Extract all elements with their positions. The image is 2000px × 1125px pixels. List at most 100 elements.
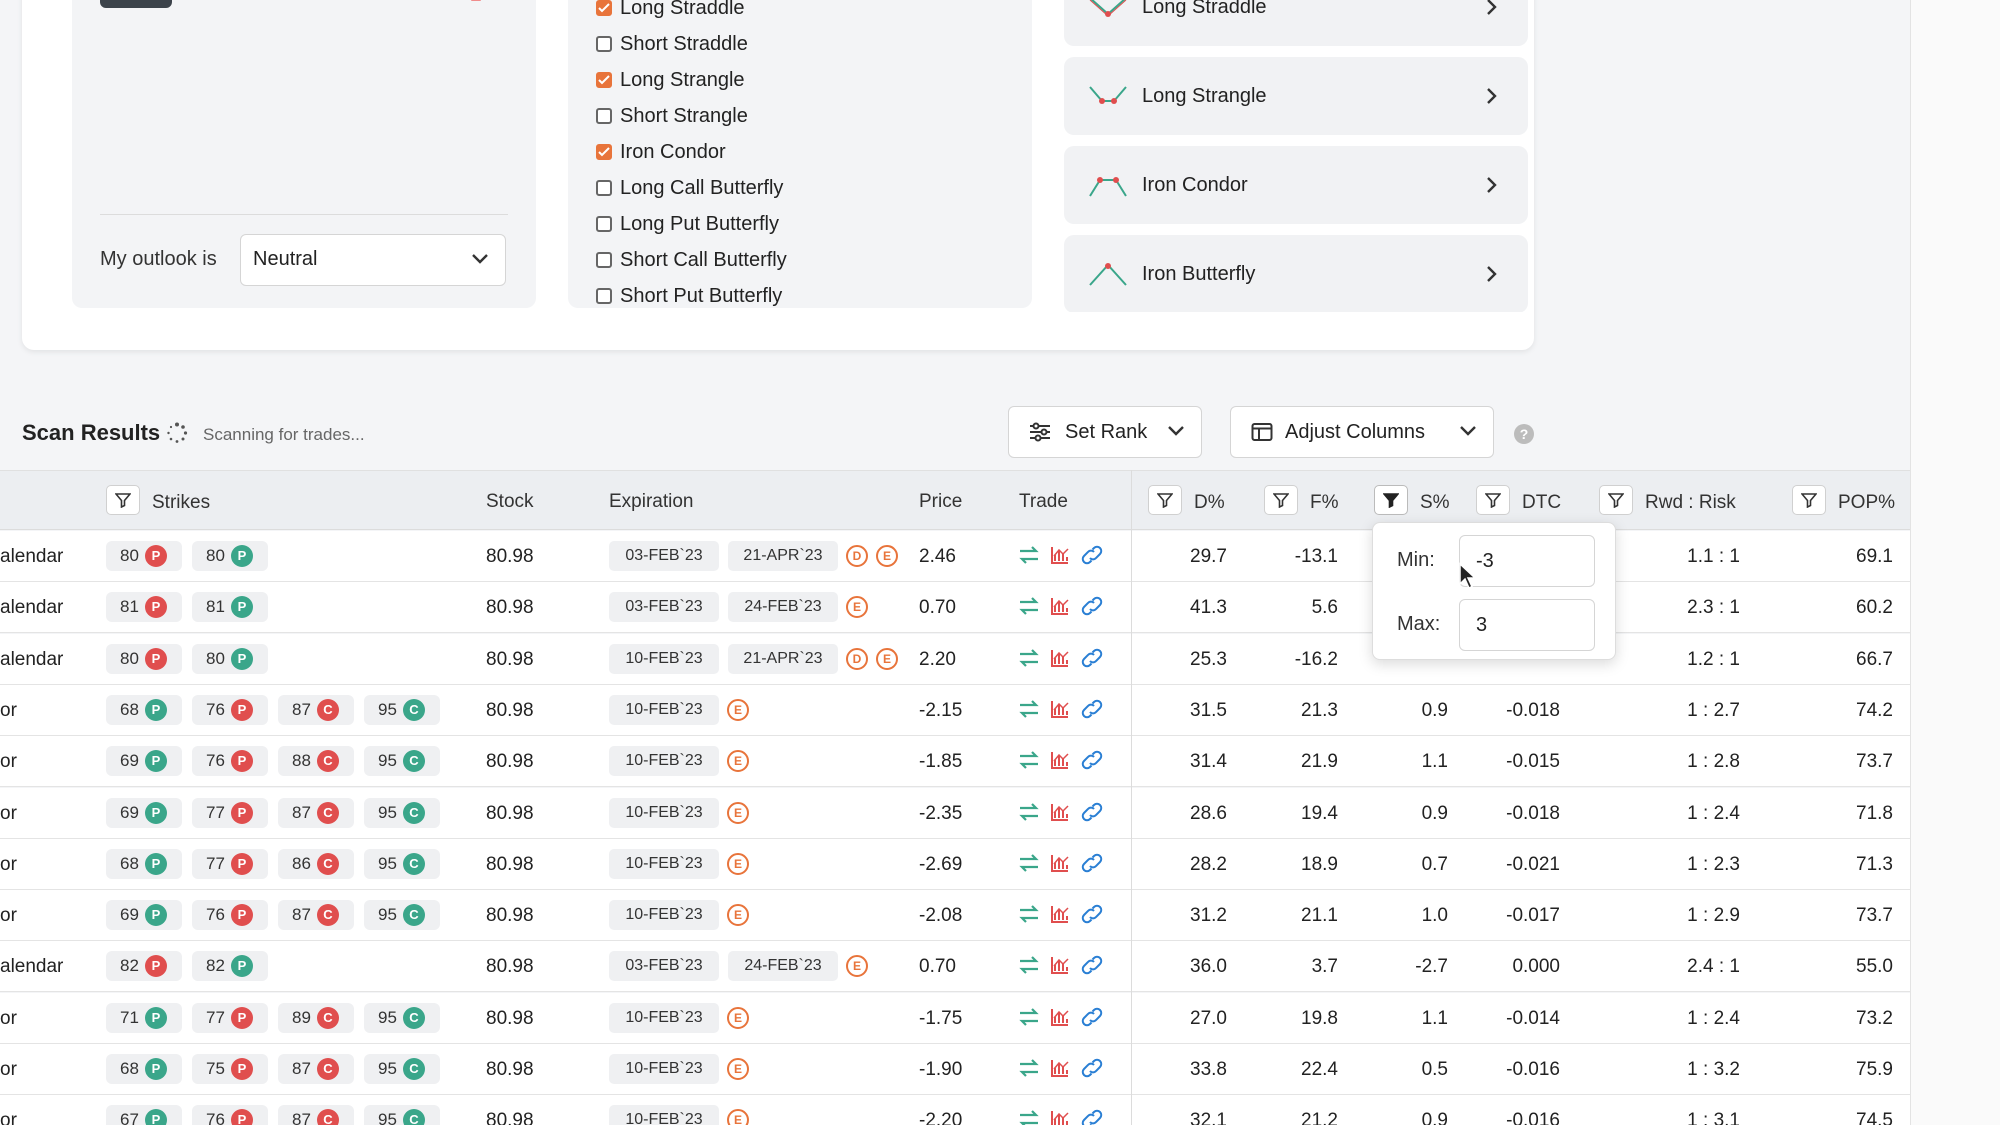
col-stock[interactable]: Stock (486, 491, 534, 512)
outlook-select[interactable]: Neutral (240, 234, 506, 286)
swap-icon[interactable] (1018, 955, 1040, 975)
swap-icon[interactable] (1018, 596, 1040, 616)
strategy-option[interactable]: Short Strangle (596, 101, 748, 131)
link-icon[interactable] (1080, 1109, 1104, 1125)
link-icon[interactable] (1080, 1007, 1104, 1027)
link-icon[interactable] (1080, 699, 1104, 719)
table-row[interactable]: alendar 81 P 81 P 80.98 03-FEB`23 24-FEB`23 E 0.7… (0, 582, 1910, 634)
chart-icon[interactable] (1050, 904, 1070, 924)
table-row[interactable]: or 68 P 76 P 87 C 95 C 80.98 10-FEB`23 E -2.15 31.5 21… (0, 684, 1910, 736)
link-icon[interactable] (1080, 545, 1104, 565)
filter-icon[interactable] (1476, 485, 1510, 515)
link-icon[interactable] (1080, 750, 1104, 770)
checkbox[interactable] (596, 252, 612, 268)
strategy-option[interactable]: Short Put Butterfly (596, 281, 782, 308)
link-icon[interactable] (1080, 904, 1104, 924)
help-icon[interactable]: ? (1514, 424, 1534, 444)
chart-icon[interactable] (1050, 1058, 1070, 1078)
filter-icon[interactable] (1792, 485, 1826, 515)
max-input[interactable]: 3 (1459, 599, 1595, 651)
trade-actions (1018, 802, 1104, 827)
strategy-option[interactable]: Long Strangle (596, 65, 745, 95)
table-row[interactable]: or 68 P 75 P 87 C 95 C 80.98 10-FEB`23 E -1.90 33.8 22… (0, 1044, 1910, 1095)
chart-icon[interactable] (1050, 545, 1070, 565)
min-input[interactable]: -3 (1459, 535, 1595, 587)
strategy-card[interactable]: Long Strangle (1064, 57, 1528, 135)
strategy-option[interactable]: Short Call Butterfly (596, 245, 787, 275)
earnings-badge: E (727, 904, 749, 927)
checkbox[interactable] (596, 180, 612, 196)
earnings-badge: E (876, 545, 898, 567)
set-rank-button[interactable]: Set Rank (1008, 406, 1202, 458)
table-row[interactable]: or 67 P 76 P 87 C 95 C 80.98 10-FEB`23 E -2.20 32.1 21… (0, 1095, 1910, 1125)
strategy-option[interactable]: Long Put Butterfly (596, 209, 779, 239)
chart-icon[interactable] (1050, 648, 1070, 668)
checkbox[interactable] (596, 288, 612, 304)
checkbox-checked[interactable] (596, 0, 612, 16)
ticker-tag[interactable]: TSM (100, 0, 172, 8)
filter-icon[interactable] (106, 485, 140, 515)
strategy-option[interactable]: Iron Condor (596, 137, 726, 167)
swap-icon[interactable] (1018, 699, 1040, 719)
adjust-columns-button[interactable]: Adjust Columns (1230, 406, 1494, 458)
checkbox[interactable] (596, 36, 612, 52)
swap-icon[interactable] (1018, 853, 1040, 873)
swap-icon[interactable] (1018, 648, 1040, 668)
link-icon[interactable] (1080, 802, 1104, 822)
chart-icon[interactable] (1050, 1007, 1070, 1027)
chart-icon[interactable] (1050, 853, 1070, 873)
checkbox-checked[interactable] (596, 72, 612, 88)
columns-icon (1251, 423, 1273, 441)
link-icon[interactable] (1080, 955, 1104, 975)
strike-type-badge: C (402, 698, 425, 721)
trade-price: -2.20 (919, 1110, 963, 1125)
chart-icon[interactable] (1050, 596, 1070, 616)
strategy-card[interactable]: Long Straddle (1064, 0, 1528, 46)
col-trade: Trade (1019, 491, 1068, 512)
swap-icon[interactable] (1018, 1058, 1040, 1078)
checkbox[interactable] (596, 216, 612, 232)
checkbox-checked[interactable] (596, 144, 612, 160)
filter-icon[interactable] (1599, 485, 1633, 515)
strategy-option[interactable]: Long Call Butterfly (596, 173, 783, 203)
table-row[interactable]: alendar 80 P 80 P 80.98 03-FEB`23 21-APR`23 D E 2.… (0, 531, 1910, 582)
filter-active-icon[interactable] (1374, 485, 1408, 515)
checkbox[interactable] (596, 108, 612, 124)
chart-icon[interactable] (1050, 750, 1070, 770)
col-expiration[interactable]: Expiration (609, 491, 694, 512)
strategy-card[interactable]: Iron Butterfly (1064, 235, 1528, 312)
table-row[interactable]: or 68 P 77 P 86 C 95 C 80.98 10-FEB`23 E -2.69 28.2 18… (0, 838, 1910, 890)
swap-icon[interactable] (1018, 802, 1040, 822)
table-row[interactable]: or 69 P 77 P 87 C 95 C 80.98 10-FEB`23 E -2.35 28.6 19… (0, 787, 1910, 839)
link-icon[interactable] (1080, 853, 1104, 873)
link-icon[interactable] (1080, 648, 1104, 668)
link-icon[interactable] (1080, 1058, 1104, 1078)
table-row[interactable]: alendar 82 P 82 P 80.98 03-FEB`23 24-FEB`23 E 0.7… (0, 941, 1910, 993)
swap-icon[interactable] (1018, 750, 1040, 770)
strategy-card[interactable]: Iron Condor (1064, 146, 1528, 224)
table-row[interactable]: or 71 P 77 P 89 C 95 C 80.98 10-FEB`23 E -1.75 27.0 19… (0, 992, 1910, 1044)
trash-icon[interactable] (468, 0, 484, 2)
expiration-date: 10-FEB`23 (609, 1002, 719, 1033)
table-row[interactable]: or 69 P 76 P 87 C 95 C 80.98 10-FEB`23 E -2.08 31.2 21… (0, 890, 1910, 942)
trade-actions (1018, 750, 1104, 775)
strategy-option[interactable]: Long Straddle (596, 0, 745, 23)
swap-icon[interactable] (1018, 1109, 1040, 1125)
swap-icon[interactable] (1018, 904, 1040, 924)
table-row[interactable]: alendar 80 P 80 P 80.98 10-FEB`23 21-APR`23 D E 2.… (0, 633, 1910, 685)
swap-icon[interactable] (1018, 545, 1040, 565)
filter-icon[interactable] (1148, 485, 1182, 515)
link-icon[interactable] (1080, 596, 1104, 616)
col-price[interactable]: Price (919, 491, 963, 512)
chart-icon[interactable] (1050, 955, 1070, 975)
swap-icon[interactable] (1018, 1007, 1040, 1027)
chart-icon[interactable] (1050, 802, 1070, 822)
strategy-option[interactable]: Short Straddle (596, 29, 748, 59)
filter-icon[interactable] (1264, 485, 1298, 515)
table-row[interactable]: or 69 P 76 P 88 C 95 C 80.98 10-FEB`23 E -1.85 31.4 21… (0, 736, 1910, 788)
reward-risk: 1 : 2.3 (1687, 853, 1740, 875)
reward-risk: 1 : 2.4 (1687, 1007, 1740, 1029)
chart-icon[interactable] (1050, 699, 1070, 719)
chart-icon[interactable] (1050, 1109, 1070, 1125)
strike-pill: 87 C (278, 1054, 354, 1084)
